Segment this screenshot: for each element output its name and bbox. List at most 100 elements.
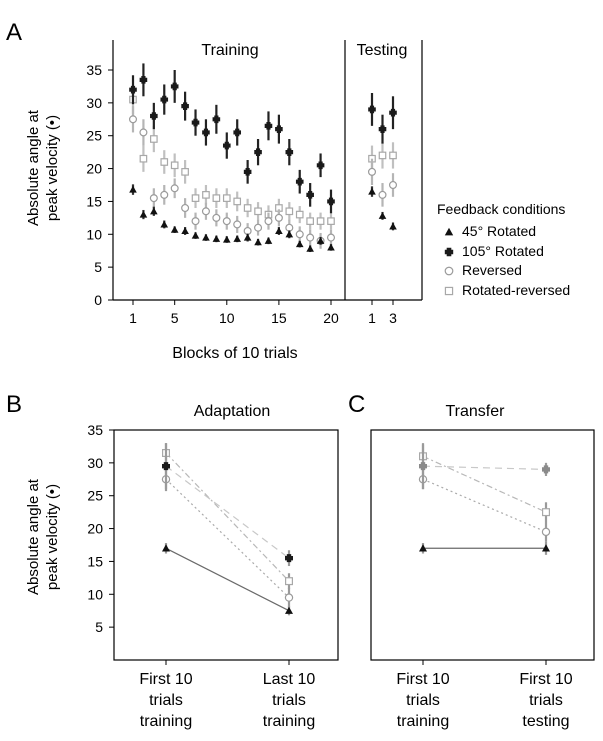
panel-a-ytick-label: 20 [86,161,102,177]
panel-a-45-rotated-training-point [222,235,231,243]
panel-c-45-rotated-point [419,544,427,552]
panel-a-title-testing: Testing [357,42,408,59]
panel-a-reversed-training-point [201,207,210,216]
panel-a-45-rotated-training-point [129,185,137,193]
panel-a-reversed-training-point [326,233,336,242]
panel-a-rotated-reversed-training-point [222,194,231,202]
panel-a-reversed-training-point [181,203,190,213]
panel-a-reversed-training-point [264,217,273,226]
panel-b-category-label: First 10 [139,671,192,688]
panel-b-rotated-reversed-point [285,577,294,586]
panel-c-reversed-line [422,478,547,533]
panel-a-rotated-reversed-testing-point [378,151,387,160]
panel-c-105-rotated-point [419,462,427,471]
panel-a-ytick-label: 35 [86,62,102,78]
panel-a-45-rotated-training-point [150,207,158,215]
panel-a-rotated-reversed-training-point [295,210,304,219]
panel-a-xtick-label: 3 [389,310,397,326]
panel-a-reversed-training-point [191,217,200,226]
legend-label-rotated-reversed: Rotated-reversed [462,282,570,298]
panel-c-category-label: training [397,713,449,730]
panel-a-45-rotated-training-point [202,233,210,241]
panel-b-105-rotated-point [162,462,170,471]
legend-label-105-rotated: 105° Rotated [462,243,544,259]
panel-a-rotated-reversed-training-point [150,135,158,143]
panel-a-reversed-testing-point [388,180,398,190]
panel-a-105-rotated-training-point [316,161,325,170]
panel-a-reversed-training-point [233,220,242,229]
panel-a-105-rotated-training-point [222,141,231,150]
panel-a-rotated-reversed-testing-point [389,151,397,160]
panel-a-ytick-label: 30 [86,95,102,111]
panel-a-reversed-training-point [274,213,283,222]
panel-a-45-rotated-training-point [181,227,189,235]
panel-a-45-rotated-training-point [233,235,242,242]
panel-a-reversed-testing-point [367,167,377,176]
panel-a-reversed-training-point [212,213,221,222]
panel-a-45-rotated-training-point [316,237,325,244]
panel-a-rotated-reversed-training-point [327,217,335,225]
panel-b-reversed-point [284,593,294,602]
panel-a-ytick-label: 5 [94,259,102,275]
panel-a-45-rotated-training-point [295,240,304,248]
legend-105-rotated-marker [444,247,454,257]
panel-a-rotated-reversed-training-point [285,207,294,216]
panel-a-45-rotated-testing-point [368,187,376,195]
panel-a-ytick-label: 0 [94,292,102,308]
panel-c-category-label: trials [529,692,563,709]
panel-a-reversed-training-point [170,184,179,193]
panel-a-45-rotated-training-point [139,210,148,218]
panel-a-45-rotated-training-point [160,220,169,228]
panel-a-45-rotated-training-point [327,243,335,251]
panel-a-reversed-training-point [222,217,231,226]
panel-a-45-rotated-training-point [285,230,294,238]
panel-b-ytick-label: 35 [87,422,103,438]
panel-a-105-rotated-training-point [327,197,335,206]
panel-a-rotated-reversed-training-point [170,161,179,170]
panel-b-ytick-label: 25 [87,488,103,504]
legend-label-reversed: Reversed [462,262,522,278]
panel-b-category-label: training [140,713,192,730]
panel-a-45-rotated-training-point [243,233,252,241]
panel-a-reversed-training-point [128,115,138,124]
panel-a-rotated-reversed-training-point [233,197,242,206]
panel-a-ylabel-line1: Absolute angle at [25,109,42,226]
panel-b-category-label: trials [272,692,306,709]
panel-a-105-rotated-training-point [160,95,169,104]
panel-a-105-rotated-training-point [139,76,148,84]
panel-a-45-rotated-training-point [275,227,283,235]
panel-c-45-rotated-point [542,544,550,552]
panel-b-reversed-line [165,478,290,599]
panel-a-reversed-training-point [149,194,158,203]
panel-a-xtick-label: 1 [368,310,376,326]
panel-b-ylabel-line1: Absolute angle at [25,478,42,595]
panel-b-chart: Absolute angle at peak velocity (•) Adap… [25,403,339,730]
panel-a-105-rotated-training-point [306,191,314,199]
panel-a-xtick-label: 20 [323,310,339,326]
panel-c-category-label: First 10 [396,671,449,688]
panel-b-105-rotated-point [285,554,293,563]
panel-a-45-rotated-training-point [212,235,221,242]
panel-a-ytick-label: 15 [86,193,102,209]
panel-a-105-rotated-testing-point [368,105,376,114]
panel-b-ytick-label: 15 [87,553,103,569]
panel-a-reversed-training-point [139,128,148,137]
panel-a-105-rotated-training-point [150,112,158,120]
panel-b-title: Adaptation [194,403,271,420]
panel-b-45-rotated-line [165,547,290,612]
panel-a-rotated-reversed-training-point [254,207,262,216]
panel-a-ylabel-line2: peak velocity (•) [44,115,61,221]
legend-label-45-rotated: 45° Rotated [462,223,536,239]
panel-a-45-rotated-training-point [170,225,179,233]
panel-c-reversed-point [541,527,551,537]
panel-a-xtick-label: 5 [171,310,179,326]
panel-a-xlabel: Blocks of 10 trials [172,345,297,362]
panel-b-ytick-label: 10 [87,586,103,602]
panel-a-reversed-training-point [243,226,252,236]
panel-label-a: A [6,19,22,46]
panel-b-45-rotated-point [162,544,170,552]
panel-a-reversed-training-point [295,230,304,239]
panel-a-105-rotated-training-point [295,177,304,186]
panel-label-c: C [348,391,365,418]
panel-c-rotated-reversed-line [422,455,547,513]
